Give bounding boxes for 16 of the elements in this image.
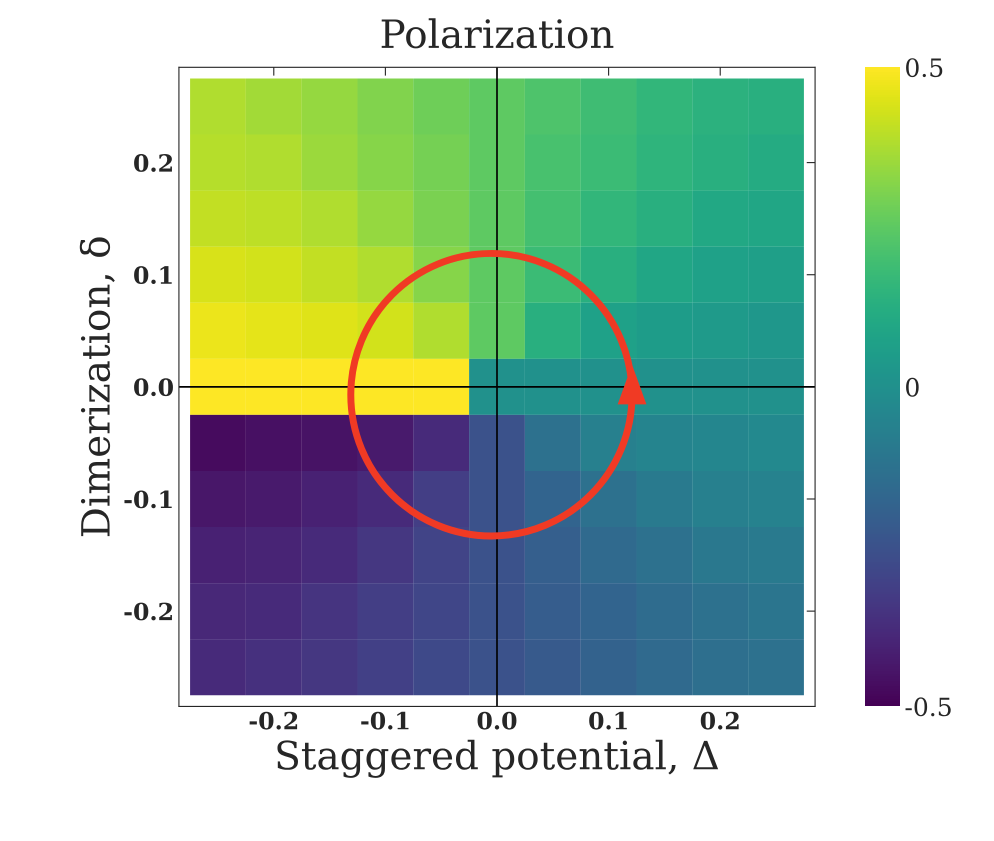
y-tick-label: -0.2 [124,602,172,620]
y-tick-label: 0.2 [134,154,172,172]
chart-title: Polarization [382,18,614,48]
x-tick-label: -0.2 [250,712,298,730]
color-bar-label: 0 [906,378,919,397]
x-tick-label: -0.1 [361,712,408,730]
x-tick-label: 0.2 [700,712,739,730]
x-tick-label: 0.1 [589,712,627,730]
color-bar-label: 0.5 [906,58,942,78]
y-tick-label: 0.0 [134,378,173,396]
y-tick-label: 0.1 [134,266,172,284]
x-tick-label: 0.0 [478,712,516,730]
y-tick-label: -0.1 [124,490,172,508]
y-axis-title: Dimerization, δ [80,237,115,536]
x-axis-title: Staggered potential, Δ [277,740,718,778]
color-bar-label: -0.5 [906,697,951,716]
